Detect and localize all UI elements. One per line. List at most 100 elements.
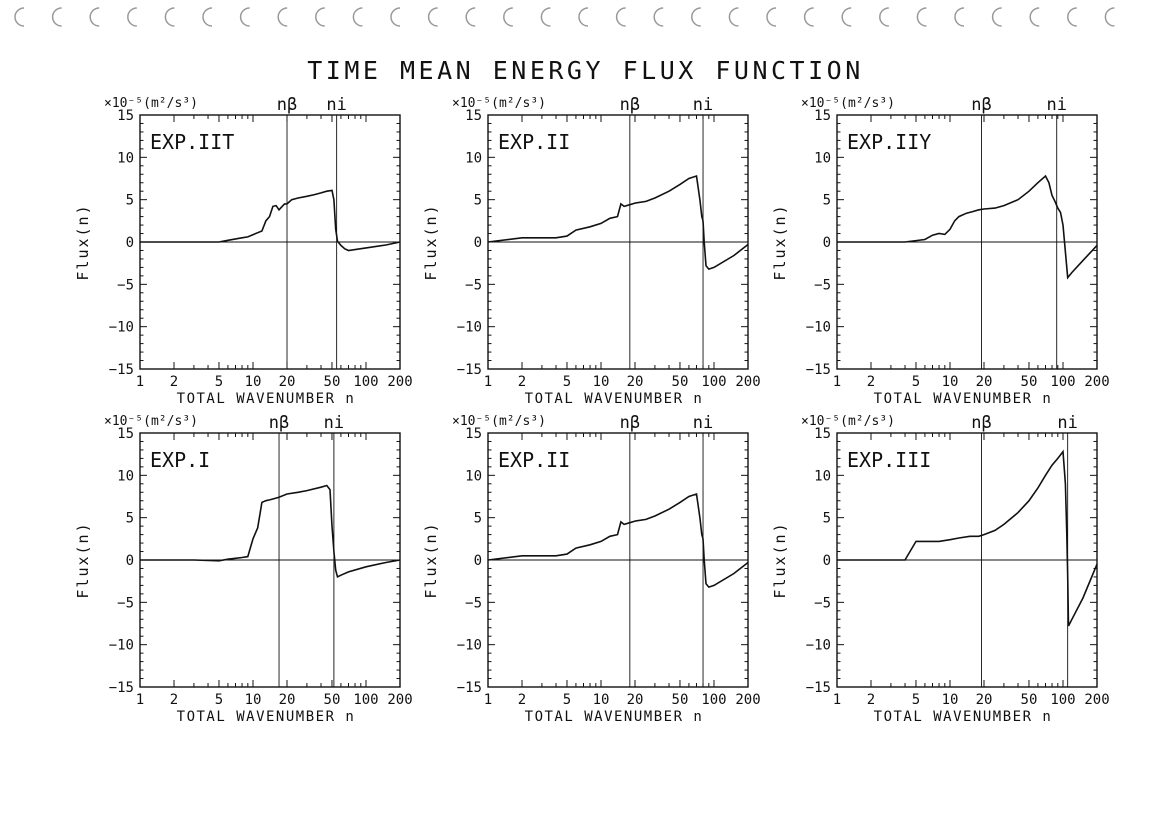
- y-tick-label: 10: [117, 150, 134, 166]
- y-axis-label: Flux(n): [74, 203, 92, 280]
- y-tick-label: 0: [126, 553, 134, 569]
- x-axis-label: TOTAL WAVENUMBER n: [177, 391, 356, 407]
- panel-title: EXP.IIT: [150, 130, 234, 154]
- y-tick-label: −5: [814, 277, 831, 293]
- unit-label: ×10⁻⁵(m²/s³): [452, 96, 546, 111]
- y-tick-label: 15: [465, 426, 482, 442]
- y-tick-label: 10: [117, 468, 134, 484]
- x-tick-label: 2: [170, 692, 178, 708]
- y-tick-label: −10: [806, 638, 831, 654]
- x-tick-label: 200: [1084, 374, 1109, 390]
- binder-hole-icon: [803, 7, 814, 27]
- x-tick-label: 2: [518, 692, 526, 708]
- n-i-label: ni: [1046, 95, 1066, 115]
- y-tick-label: −10: [457, 638, 482, 654]
- x-tick-label: 50: [324, 692, 341, 708]
- y-tick-label: −5: [117, 595, 134, 611]
- binder-holes: [14, 7, 1115, 27]
- y-tick-label: −15: [457, 680, 482, 696]
- y-tick-label: 10: [465, 468, 482, 484]
- x-tick-label: 100: [1050, 692, 1075, 708]
- flux-series-line: [140, 484, 401, 579]
- x-tick-label: 50: [672, 374, 689, 390]
- y-tick-label: 15: [117, 108, 134, 124]
- flux-series-line: [487, 174, 749, 271]
- n-i-label: ni: [693, 413, 713, 433]
- x-tick-label: 20: [279, 692, 296, 708]
- flux-series-line: [837, 449, 1098, 627]
- n-i-label: ni: [324, 413, 344, 433]
- binder-hole-icon: [916, 7, 927, 27]
- y-tick-label: 0: [474, 235, 482, 251]
- binder-hole-icon: [277, 7, 288, 27]
- x-tick-label: 50: [1021, 374, 1038, 390]
- y-tick-label: −15: [806, 362, 831, 378]
- panel-title: EXP.II: [498, 130, 570, 154]
- y-tick-label: −15: [457, 362, 482, 378]
- y-axis-label: Flux(n): [771, 521, 789, 598]
- binder-hole-icon: [315, 7, 325, 27]
- y-tick-label: −5: [465, 595, 482, 611]
- x-tick-label: 10: [942, 374, 959, 390]
- y-tick-label: 5: [126, 193, 134, 209]
- y-tick-label: 0: [474, 553, 482, 569]
- unit-label: ×10⁻⁵(m²/s³): [801, 414, 895, 429]
- x-tick-label: 2: [170, 374, 178, 390]
- y-tick-label: 0: [823, 235, 831, 251]
- flux-series-line: [487, 492, 749, 589]
- x-tick-label: 2: [518, 374, 526, 390]
- flux-series-line: [140, 189, 401, 252]
- binder-hole-icon: [202, 7, 213, 27]
- n-beta-label: nβ: [620, 413, 640, 433]
- y-axis-label: Flux(n): [422, 203, 440, 280]
- n-beta-label: nβ: [277, 95, 297, 115]
- binder-hole-icon: [991, 7, 1002, 27]
- y-tick-label: 15: [814, 426, 831, 442]
- x-tick-label: 10: [593, 374, 610, 390]
- binder-hole-icon: [427, 7, 438, 27]
- x-tick-label: 50: [672, 692, 689, 708]
- unit-label: ×10⁻⁵(m²/s³): [801, 96, 895, 111]
- binder-hole-icon: [1029, 7, 1040, 27]
- x-tick-label: 1: [833, 374, 841, 390]
- binder-hole-icon: [653, 7, 664, 27]
- y-tick-label: −10: [109, 638, 134, 654]
- x-tick-label: 100: [701, 692, 726, 708]
- x-tick-label: 100: [353, 374, 378, 390]
- binder-hole-icon: [127, 7, 137, 27]
- y-tick-label: 5: [823, 511, 831, 527]
- x-tick-label: 200: [387, 692, 412, 708]
- y-axis-label: Flux(n): [422, 521, 440, 598]
- x-tick-label: 10: [942, 692, 959, 708]
- y-tick-label: −15: [806, 680, 831, 696]
- x-tick-label: 100: [701, 374, 726, 390]
- y-tick-label: 0: [126, 235, 134, 251]
- unit-label: ×10⁻⁵(m²/s³): [104, 96, 198, 111]
- binder-hole-icon: [390, 7, 401, 27]
- y-tick-label: −5: [814, 595, 831, 611]
- n-beta-label: nβ: [620, 95, 640, 115]
- panel-title: EXP.IIY: [847, 130, 931, 154]
- x-tick-label: 100: [353, 692, 378, 708]
- y-tick-label: 15: [465, 108, 482, 124]
- n-beta-label: nβ: [971, 413, 991, 433]
- y-tick-label: 15: [814, 108, 831, 124]
- n-i-label: ni: [693, 95, 713, 115]
- x-tick-label: 1: [136, 374, 144, 390]
- binder-hole-icon: [1104, 7, 1115, 27]
- x-tick-label: 200: [735, 374, 760, 390]
- x-tick-label: 5: [912, 374, 920, 390]
- n-i-label: ni: [326, 95, 346, 115]
- x-tick-label: 5: [912, 692, 920, 708]
- binder-hole-icon: [691, 7, 701, 27]
- panel-title: EXP.I: [150, 448, 210, 472]
- binder-hole-icon: [89, 7, 100, 27]
- y-axis-label: Flux(n): [74, 521, 92, 598]
- y-tick-label: −5: [117, 277, 134, 293]
- binder-hole-icon: [164, 7, 175, 27]
